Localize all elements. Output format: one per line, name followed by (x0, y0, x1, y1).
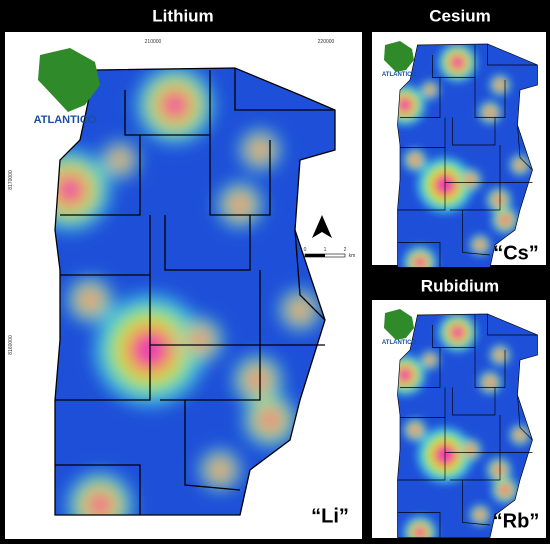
scale-label: 1 (324, 247, 327, 253)
scale-label: 0 (304, 247, 307, 253)
panel-label: “Li” (311, 505, 349, 527)
coord-label: 210000 (145, 39, 162, 45)
logo-text: ATLANTICO (382, 72, 417, 78)
logo: ATLANTICO (382, 309, 417, 346)
north-arrow (312, 215, 332, 238)
logo: ATLANTICO (382, 41, 417, 78)
panel-title: Cesium (429, 6, 490, 25)
coord-label: 8170000 (8, 170, 14, 190)
logo: ATLANTICO (34, 48, 100, 126)
coord-label: 220000 (318, 39, 335, 45)
panel-label: “Cs” (493, 242, 539, 264)
scale-bar: 0 1 2 km (304, 247, 356, 259)
logo-text: ATLANTICO (382, 340, 417, 346)
panel-title: Lithium (152, 6, 213, 25)
scale-label: 2 (344, 247, 347, 253)
coord-label: 8160000 (8, 335, 14, 355)
panel-title: Rubidium (421, 276, 499, 295)
panel-label: “Rb” (493, 510, 540, 532)
logo-text: ATLANTICO (34, 114, 97, 126)
scale-label: km (349, 253, 356, 259)
